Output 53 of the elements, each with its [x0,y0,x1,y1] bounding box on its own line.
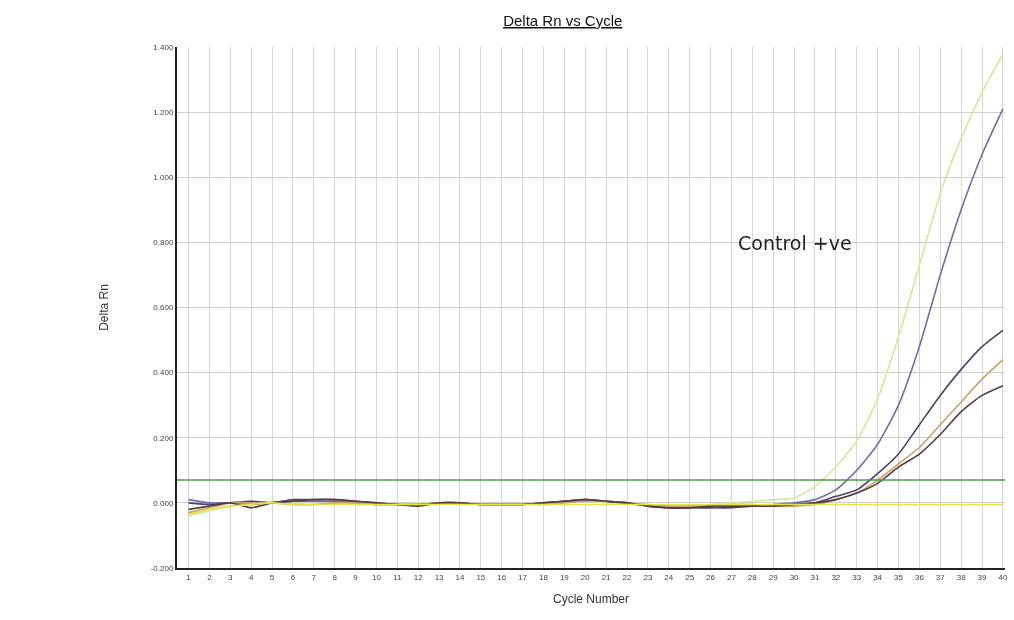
y-tick-label: 0.200 [153,433,174,443]
x-tick-label: 5 [269,572,275,582]
y-tick-label: 0.600 [153,303,174,313]
x-tick-label: 40 [998,572,1008,582]
x-tick-label: 30 [789,572,800,582]
x-tick-label: 4 [248,572,254,582]
annotation: Control +ve [738,232,852,254]
x-tick-label: 12 [413,572,424,582]
x-tick-label: 29 [768,572,779,582]
x-tick-label: 8 [332,572,338,582]
x-tick-label: 13 [434,572,445,582]
x-tick-label: 34 [873,572,883,582]
y-tick-label: 0.400 [153,368,174,378]
x-tick-label: 18 [539,572,549,582]
x-tick-label: 38 [956,572,967,582]
x-tick-label: 11 [393,572,403,582]
x-tick-label: 26 [706,572,716,582]
x-tick-label: 32 [831,572,841,582]
y-tick-label: 1.400 [153,42,174,52]
y-tick-label: 0.800 [153,238,174,248]
x-tick-label: 35 [894,572,904,582]
x-tick-label: 2 [207,572,213,582]
x-tick-label: 1 [186,572,192,582]
x-tick-label: 15 [476,572,486,582]
x-tick-label: 31 [810,572,820,582]
y-tick-label: 1.000 [153,173,174,183]
x-tick-label: 9 [353,572,359,582]
x-tick-label: 17 [518,572,528,582]
x-tick-label: 20 [580,572,591,582]
x-tick-label: 36 [914,572,925,582]
y-axis-title: Delta Rn [96,284,111,331]
x-tick-label: 24 [664,572,674,582]
y-tick-label: 0.000 [153,498,174,508]
x-tick-label: 19 [559,572,570,582]
x-tick-label: 22 [622,572,633,582]
x-tick-label: 33 [852,572,862,582]
x-tick-label: 16 [497,572,507,582]
x-tick-label: 28 [747,572,758,582]
x-axis-title: Cycle Number [552,592,630,606]
x-tick-label: 14 [455,572,465,582]
x-tick-label: 39 [977,572,988,582]
x-tick-label: 7 [311,572,317,582]
x-tick-label: 37 [935,572,946,582]
x-tick-label: 3 [228,572,234,582]
x-tick-label: 10 [371,572,382,582]
chart-title: Delta Rn vs Cycle [503,12,623,29]
x-tick-label: 25 [685,572,695,582]
y-tick-label: 1.200 [153,107,174,117]
y-tick-label: -0.200 [150,563,174,573]
x-tick-label: 21 [601,572,612,582]
x-tick-label: 6 [290,572,296,582]
x-tick-label: 23 [643,572,653,582]
x-tick-label: 27 [726,572,737,582]
